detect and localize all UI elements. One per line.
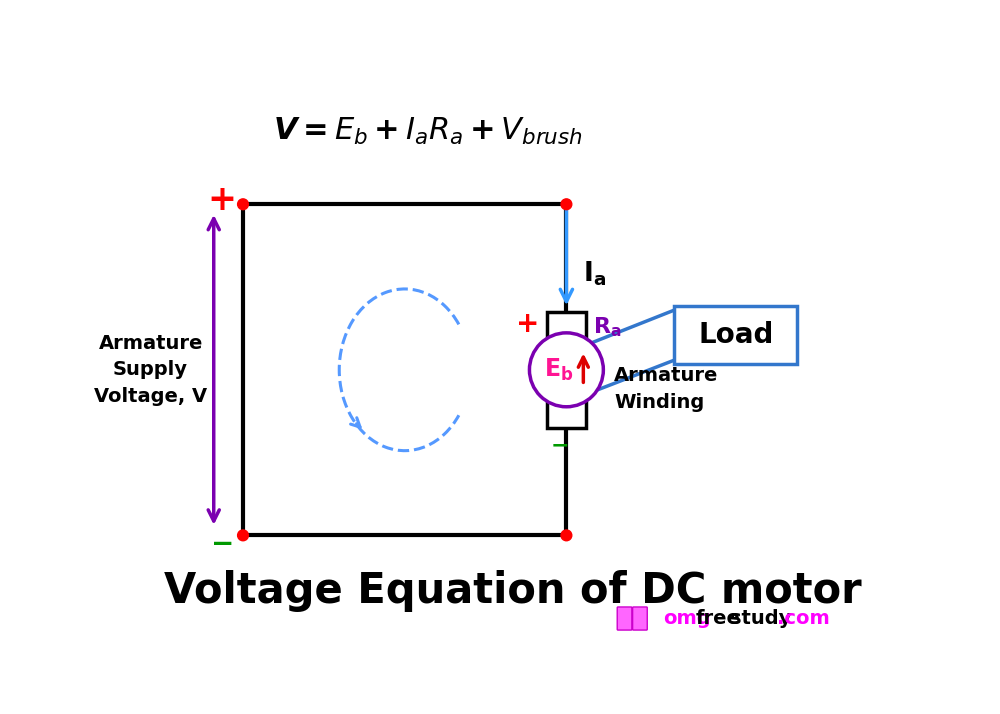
Bar: [547, 312, 586, 428]
Text: Armature
Supply
Voltage, V: Armature Supply Voltage, V: [94, 334, 207, 406]
Text: free: free: [696, 609, 741, 628]
Text: $\mathbf{-}$: $\mathbf{-}$: [550, 435, 568, 455]
FancyBboxPatch shape: [633, 607, 647, 630]
Text: study: study: [730, 609, 792, 628]
Text: $\boldsymbol{V = E_b + I_a R_a + V_{brush}}$: $\boldsymbol{V = E_b + I_a R_a + V_{brus…: [273, 116, 583, 146]
Text: +: +: [516, 310, 540, 338]
Circle shape: [529, 333, 603, 407]
Text: omg: omg: [663, 609, 710, 628]
Text: .com: .com: [777, 609, 830, 628]
Circle shape: [238, 199, 248, 210]
Circle shape: [238, 530, 248, 540]
Text: Voltage Equation of DC motor: Voltage Equation of DC motor: [164, 570, 861, 612]
Text: $\mathbf{E_b}$: $\mathbf{E_b}$: [544, 357, 573, 383]
Circle shape: [561, 530, 572, 540]
Text: Load: Load: [698, 321, 773, 349]
Circle shape: [561, 199, 572, 210]
Text: $\mathbf{-}$: $\mathbf{-}$: [210, 528, 233, 555]
FancyBboxPatch shape: [617, 607, 632, 630]
Text: $\mathbf{I_a}$: $\mathbf{I_a}$: [583, 259, 606, 288]
Text: +: +: [207, 183, 236, 217]
Text: $\mathbf{R_a}$: $\mathbf{R_a}$: [593, 316, 622, 339]
Bar: [674, 306, 797, 364]
Text: Armature
Winding: Armature Winding: [614, 366, 719, 412]
